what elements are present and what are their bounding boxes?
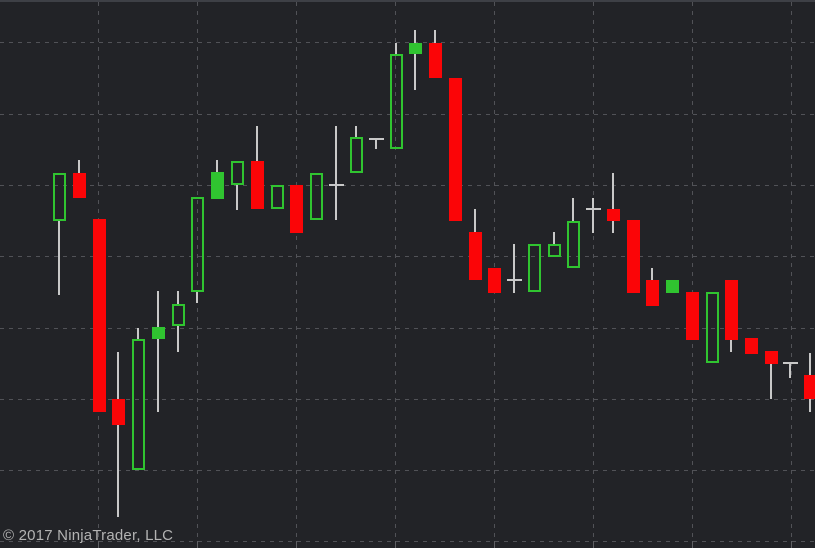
candle-wick	[414, 54, 416, 90]
candle-wick	[157, 339, 159, 412]
candle-wick	[770, 364, 772, 399]
x-axis-tick	[395, 541, 397, 548]
doji-open-close-bar	[328, 184, 344, 186]
candle-wick	[809, 399, 811, 412]
candle-wick	[434, 30, 436, 43]
candle-wick	[730, 340, 732, 352]
x-axis-tick	[494, 541, 496, 548]
candle-wick	[177, 291, 179, 304]
gridline-horizontal	[0, 470, 815, 472]
candle-wick	[474, 209, 476, 232]
candle-body	[289, 185, 303, 233]
candle-body	[705, 292, 719, 363]
gridline-vertical	[395, 2, 397, 541]
candle-wick	[395, 43, 397, 54]
candle-body	[803, 375, 815, 399]
candle-wick	[335, 126, 337, 220]
candle-wick	[355, 126, 357, 137]
x-axis-tick	[791, 541, 793, 548]
gridline-horizontal	[0, 256, 815, 258]
gridline-horizontal	[0, 541, 815, 543]
candle-wick	[58, 221, 60, 295]
candle-wick	[572, 198, 574, 221]
x-axis-tick	[692, 541, 694, 548]
candle-wick	[553, 232, 555, 244]
candle-body	[566, 221, 580, 268]
gridline-vertical	[197, 2, 199, 541]
candle-wick	[414, 30, 416, 43]
candle-body	[408, 43, 422, 54]
candle-wick	[216, 160, 218, 172]
x-axis-tick	[197, 541, 199, 548]
candle-body	[665, 280, 679, 293]
gridline-vertical	[296, 2, 298, 541]
candle-wick	[236, 185, 238, 210]
candle-wick	[513, 244, 515, 293]
candle-wick	[137, 328, 139, 339]
doji-open-close-bar	[585, 208, 601, 210]
candle-body	[92, 219, 106, 412]
candle-body	[72, 173, 86, 198]
candle-body	[744, 338, 758, 354]
candle-body	[270, 185, 284, 209]
gridline-horizontal	[0, 184, 815, 186]
gridline-horizontal	[0, 398, 815, 400]
copyright-notice: © 2017 NinjaTrader, LLC	[3, 527, 174, 544]
candle-body	[171, 304, 185, 326]
x-axis-tick	[296, 541, 298, 548]
candle-wick	[612, 173, 614, 209]
gridline-vertical	[692, 2, 694, 541]
candle-body	[468, 232, 482, 280]
window-top-border	[0, 0, 815, 2]
candle-wick	[651, 268, 653, 280]
candle-wick	[612, 221, 614, 233]
candle-wick	[375, 139, 377, 149]
candle-body	[349, 137, 363, 173]
candle-body	[111, 399, 125, 425]
candle-wick	[196, 292, 198, 303]
candle-body	[626, 220, 640, 293]
candle-body	[764, 351, 778, 364]
gridline-horizontal	[0, 327, 815, 329]
candle-wick	[78, 160, 80, 173]
x-axis-tick	[593, 541, 595, 548]
candle-body	[448, 78, 462, 221]
candle-body	[250, 161, 264, 209]
doji-open-close-bar	[782, 362, 798, 364]
candle-wick	[809, 353, 811, 375]
candle-body	[487, 268, 501, 293]
candle-body	[151, 327, 165, 339]
candle-body	[309, 173, 323, 220]
gridline-vertical	[593, 2, 595, 541]
candle-wick	[177, 326, 179, 352]
candle-body	[685, 292, 699, 340]
candle-wick	[117, 352, 119, 399]
x-axis-tick	[98, 541, 100, 548]
candle-body	[52, 173, 66, 221]
candle-body	[230, 161, 244, 185]
candle-wick	[117, 425, 119, 517]
candle-body	[190, 197, 204, 292]
doji-open-close-bar	[506, 279, 522, 281]
candle-body	[724, 280, 738, 340]
candle-wick	[592, 198, 594, 233]
candle-wick	[789, 363, 791, 378]
candle-body	[428, 43, 442, 78]
gridline-vertical	[791, 2, 793, 541]
candle-body	[645, 280, 659, 306]
candle-body	[131, 339, 145, 470]
candle-body	[389, 54, 403, 149]
doji-open-close-bar	[368, 138, 384, 140]
gridline-horizontal	[0, 113, 815, 115]
candle-body	[527, 244, 541, 292]
candle-wick	[256, 126, 258, 161]
candle-body	[547, 244, 561, 257]
candle-body	[210, 172, 224, 199]
gridline-horizontal	[0, 42, 815, 44]
candle-body	[606, 209, 620, 221]
candle-wick	[157, 291, 159, 327]
